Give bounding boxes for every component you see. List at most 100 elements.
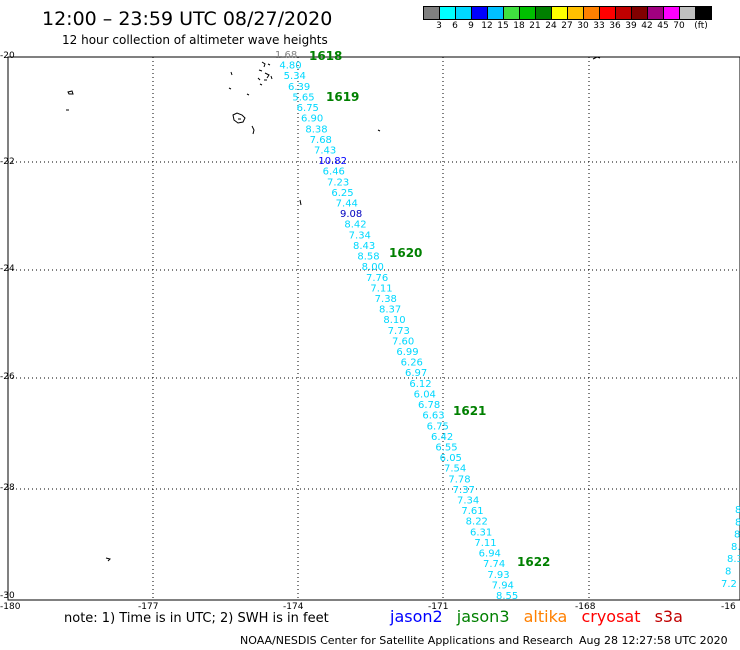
legend-label: 33 [593,21,605,31]
satellite-jason3: jason3 [456,607,510,626]
pass-label: 1619 [326,90,359,104]
graticule [8,57,740,600]
swh-value: 7.11 [370,283,392,294]
swh-value: 7.54 [444,464,466,475]
swh-value: 6.12 [409,379,431,390]
legend-label: 45 [657,21,669,31]
satellite-cryosat: cryosat [581,607,641,626]
swh-value: 7.44 [336,199,358,210]
legend-label: 6 [452,21,458,31]
lat-tick-label: -22 [0,157,15,167]
swh-value: 6.26 [401,358,423,369]
edge-swh-value: 8 [725,567,731,578]
edge-swh-value: 8 [735,517,740,528]
swh-value: 7.60 [392,336,414,347]
swh-value: 7.23 [327,177,349,188]
legend-label: 3 [436,21,442,31]
islands [66,56,601,562]
lat-tick-label: -30 [0,591,15,601]
swh-value: 7.78 [448,474,470,485]
swh-value: 7.11 [474,538,496,549]
edge-swh-value: 8. [731,542,740,553]
swh-value: 6.46 [323,167,345,178]
satellite-jason2: jason2 [390,607,443,626]
legend-label: 70 [673,21,685,31]
lat-tick-label: -20 [0,51,15,61]
swh-value: 6.97 [405,368,427,379]
swh-track: 1.684.805.346.395.656.756.908.387.687.43… [275,50,518,602]
swh-value: 8.43 [353,241,375,252]
pass-label: 1622 [517,555,550,569]
lat-tick-label: -26 [0,372,15,382]
swh-value: 6.75 [427,421,449,432]
swh-value: 5.65 [292,92,314,103]
generated-timestamp: Aug 28 12:27:58 UTC 2020 [579,634,728,647]
satellite-s3a: s3a [654,607,683,626]
legend-label: 36 [609,21,621,31]
legend-label: 12 [481,21,493,31]
edge-swh-value: 8 [734,530,740,541]
edge-swh-value: 7.2 [721,579,737,590]
swh-value: 8.55 [496,591,518,602]
swh-value: 6.90 [301,114,323,125]
lon-tick-label: -171 [428,602,449,612]
swh-value: 7.73 [388,326,410,337]
legend-label: 27 [561,21,573,31]
swh-value: 7.34 [457,496,479,507]
swh-value: 6.75 [297,103,319,114]
swh-value: 7.76 [366,273,388,284]
swh-value: 6.63 [422,411,444,422]
edge-swh-value: 8 [735,505,740,516]
swh-value: 7.93 [487,570,509,581]
lat-tick-label: -28 [0,483,15,493]
swh-value: 7.74 [483,559,505,570]
swh-value: 8.42 [344,220,366,231]
swh-value: 9.08 [340,209,362,220]
lon-tick-label: -168 [575,602,596,612]
legend-label: 21 [529,21,541,31]
edge-swh-value: 8.3 [727,554,740,565]
legend-swatches [423,6,712,20]
legend-swatch [695,6,712,20]
swh-value: 7.61 [461,506,483,517]
swh-value: 8.38 [305,124,327,135]
swh-value: 4.80 [279,61,301,72]
map-frame [7,56,740,601]
map-subtitle: 12 hour collection of altimeter wave hei… [62,33,328,47]
footer-note: note: 1) Time is in UTC; 2) SWH is in fe… [64,611,329,626]
swh-value: 7.43 [314,145,336,156]
lon-tick-label: -174 [283,602,304,612]
swh-value: 8.37 [379,305,401,316]
swh-value: 6.99 [396,347,418,358]
swh-value: 1.68 [275,50,297,61]
swh-value: 7.94 [492,580,514,591]
legend-label: 30 [577,21,589,31]
swh-value: 6.05 [440,453,462,464]
swh-value: 8.22 [466,517,488,528]
legend-label: 9 [468,21,474,31]
swh-value: 5.34 [284,71,306,82]
legend-label: 39 [625,21,637,31]
swh-value: 6.25 [331,188,353,199]
lon-tick-label: -16 [721,602,736,612]
legend-labels: 3 6 9 12 15 18 21 24 27 30 33 36 39 42 45 70 (ft) [423,21,711,33]
swh-value: 8.10 [383,315,405,326]
lon-tick-label: -177 [138,602,159,612]
pass-label: 1620 [389,246,422,260]
swh-value: 6.31 [470,527,492,538]
swh-value: 10.82 [318,156,347,167]
lon-tick-label: -180 [0,602,21,612]
swh-value: 8.00 [362,262,384,273]
lat-tick-label: -24 [0,264,15,274]
map-title: 12:00 – 23:59 UTC 08/27/2020 [42,8,333,30]
swh-value: 6.94 [479,549,501,560]
swh-value: 6.39 [288,82,310,93]
legend-label: 24 [545,21,557,31]
legend-label: 15 [497,21,509,31]
satellite-key: jason2 jason3 altika cryosat s3a [390,607,692,626]
swh-value: 7.34 [349,230,371,241]
swh-value: 8.58 [357,252,379,263]
swh-value: 7.68 [310,135,332,146]
